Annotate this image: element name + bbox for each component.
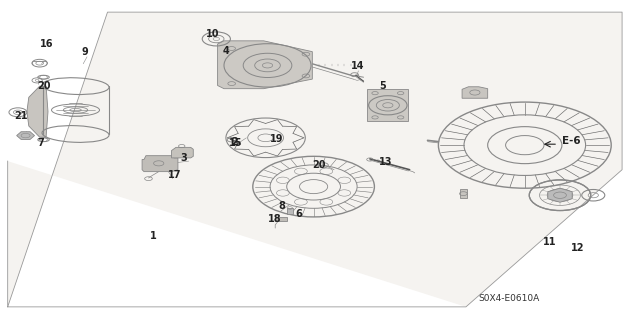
Polygon shape [218, 41, 312, 89]
Text: 1: 1 [150, 231, 157, 241]
Text: 7: 7 [37, 138, 44, 148]
Text: 21: 21 [14, 111, 28, 121]
Text: 2: 2 [232, 137, 239, 147]
Text: 17: 17 [168, 170, 181, 180]
Text: 18: 18 [268, 214, 281, 224]
Polygon shape [27, 86, 48, 137]
Text: 3: 3 [180, 153, 188, 163]
Text: 12: 12 [571, 243, 584, 253]
Text: 16: 16 [40, 40, 53, 49]
Text: 11: 11 [543, 237, 556, 247]
Text: 19: 19 [270, 134, 284, 144]
Polygon shape [142, 156, 178, 172]
Text: S0X4-E0610A: S0X4-E0610A [479, 294, 540, 303]
Polygon shape [460, 189, 467, 198]
Text: 15: 15 [229, 138, 243, 148]
Polygon shape [367, 89, 408, 121]
Text: 10: 10 [206, 29, 220, 39]
Polygon shape [287, 208, 293, 214]
Text: 9: 9 [82, 48, 89, 57]
Text: 20: 20 [312, 160, 326, 170]
Polygon shape [172, 147, 193, 158]
Text: 8: 8 [278, 201, 285, 211]
Text: 6: 6 [296, 209, 303, 219]
Polygon shape [8, 12, 622, 307]
Text: 20: 20 [37, 81, 51, 91]
Text: 5: 5 [379, 81, 386, 91]
Polygon shape [462, 87, 488, 98]
Polygon shape [17, 132, 35, 139]
Polygon shape [548, 188, 572, 202]
Polygon shape [275, 217, 287, 221]
Text: E-6: E-6 [562, 136, 580, 146]
Text: 14: 14 [351, 61, 364, 71]
Text: 13: 13 [379, 157, 392, 167]
Text: 4: 4 [223, 46, 230, 56]
